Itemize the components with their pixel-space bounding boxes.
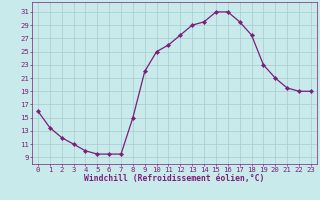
X-axis label: Windchill (Refroidissement éolien,°C): Windchill (Refroidissement éolien,°C) <box>84 174 265 183</box>
